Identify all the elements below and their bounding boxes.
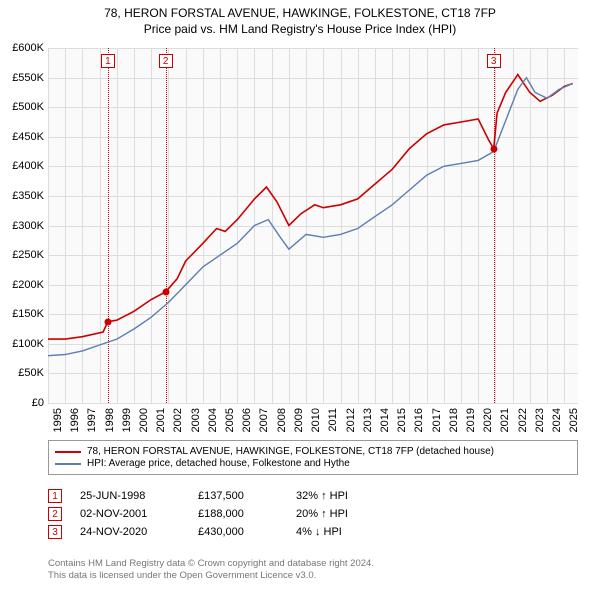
x-tick: 2007 xyxy=(258,408,270,432)
y-tick: £200K xyxy=(0,279,44,291)
event-row: 3 24-NOV-2020 £430,000 4% ↓ HPI xyxy=(48,525,578,539)
x-tick: 2015 xyxy=(396,408,408,432)
footer-line2: This data is licensed under the Open Gov… xyxy=(48,570,578,582)
x-tick: 2018 xyxy=(448,408,460,432)
series-hpi xyxy=(48,78,573,356)
chart-lines xyxy=(48,48,578,403)
x-tick: 2000 xyxy=(138,408,150,432)
x-tick: 2016 xyxy=(413,408,425,432)
x-tick: 2011 xyxy=(327,408,339,432)
legend-row: HPI: Average price, detached house, Folk… xyxy=(55,458,571,469)
event-row: 1 25-JUN-1998 £137,500 32% ↑ HPI xyxy=(48,489,578,503)
event-pct: 20% ↑ HPI xyxy=(296,508,406,520)
footer: Contains HM Land Registry data © Crown c… xyxy=(48,558,578,582)
event-price: £137,500 xyxy=(198,490,278,502)
y-tick: £0 xyxy=(0,397,44,409)
x-tick: 2010 xyxy=(310,408,322,432)
title-line2: Price paid vs. HM Land Registry's House … xyxy=(0,22,600,36)
x-tick: 2021 xyxy=(499,408,511,432)
titles: 78, HERON FORSTAL AVENUE, HAWKINGE, FOLK… xyxy=(0,0,600,36)
legend-label: 78, HERON FORSTAL AVENUE, HAWKINGE, FOLK… xyxy=(87,446,494,457)
legend-row: 78, HERON FORSTAL AVENUE, HAWKINGE, FOLK… xyxy=(55,446,571,457)
x-tick: 2005 xyxy=(224,408,236,432)
y-tick: £100K xyxy=(0,338,44,350)
chart-area: 123 £0£50K£100K£150K£200K£250K£300K£350K… xyxy=(48,48,578,403)
y-tick: £450K xyxy=(0,131,44,143)
y-tick: £300K xyxy=(0,220,44,232)
x-tick: 2023 xyxy=(534,408,546,432)
x-tick: 2013 xyxy=(362,408,374,432)
y-tick: £50K xyxy=(0,367,44,379)
y-tick: £150K xyxy=(0,308,44,320)
title-line1: 78, HERON FORSTAL AVENUE, HAWKINGE, FOLK… xyxy=(0,6,600,20)
event-price: £188,000 xyxy=(198,508,278,520)
y-tick: £400K xyxy=(0,160,44,172)
x-tick: 2022 xyxy=(517,408,529,432)
page: 78, HERON FORSTAL AVENUE, HAWKINGE, FOLK… xyxy=(0,0,600,590)
event-date: 25-JUN-1998 xyxy=(80,490,180,502)
y-tick: £550K xyxy=(0,72,44,84)
x-tick: 2020 xyxy=(482,408,494,432)
x-tick: 2025 xyxy=(568,408,580,432)
x-tick: 2001 xyxy=(155,408,167,432)
x-tick: 2002 xyxy=(172,408,184,432)
x-tick: 2008 xyxy=(276,408,288,432)
x-tick: 2012 xyxy=(345,408,357,432)
x-tick: 1997 xyxy=(86,408,98,432)
x-tick: 2006 xyxy=(241,408,253,432)
marker-box-3: 3 xyxy=(487,54,501,68)
event-row: 2 02-NOV-2001 £188,000 20% ↑ HPI xyxy=(48,507,578,521)
y-tick: £600K xyxy=(0,42,44,54)
y-tick: £500K xyxy=(0,101,44,113)
legend: 78, HERON FORSTAL AVENUE, HAWKINGE, FOLK… xyxy=(48,440,578,475)
legend-swatch xyxy=(55,451,81,453)
marker-box-2: 2 xyxy=(159,54,173,68)
x-tick: 1999 xyxy=(121,408,133,432)
x-tick: 2019 xyxy=(465,408,477,432)
x-tick: 2017 xyxy=(431,408,443,432)
x-tick: 1995 xyxy=(52,408,64,432)
x-tick: 2009 xyxy=(293,408,305,432)
x-tick: 1998 xyxy=(104,408,116,432)
event-pct: 4% ↓ HPI xyxy=(296,526,406,538)
event-price: £430,000 xyxy=(198,526,278,538)
x-tick: 2004 xyxy=(207,408,219,432)
y-tick: £250K xyxy=(0,249,44,261)
event-marker: 3 xyxy=(48,525,62,539)
series-property xyxy=(48,75,573,340)
x-tick: 2014 xyxy=(379,408,391,432)
event-marker: 2 xyxy=(48,507,62,521)
x-tick: 2003 xyxy=(190,408,202,432)
x-tick: 2024 xyxy=(551,408,563,432)
y-tick: £350K xyxy=(0,190,44,202)
footer-line1: Contains HM Land Registry data © Crown c… xyxy=(48,558,578,570)
event-pct: 32% ↑ HPI xyxy=(296,490,406,502)
event-date: 24-NOV-2020 xyxy=(80,526,180,538)
x-tick: 1996 xyxy=(69,408,81,432)
event-date: 02-NOV-2001 xyxy=(80,508,180,520)
legend-label: HPI: Average price, detached house, Folk… xyxy=(87,458,350,469)
marker-box-1: 1 xyxy=(101,54,115,68)
event-marker: 1 xyxy=(48,489,62,503)
events-table: 1 25-JUN-1998 £137,500 32% ↑ HPI 2 02-NOV-200… xyxy=(48,485,578,543)
legend-swatch xyxy=(55,463,81,465)
